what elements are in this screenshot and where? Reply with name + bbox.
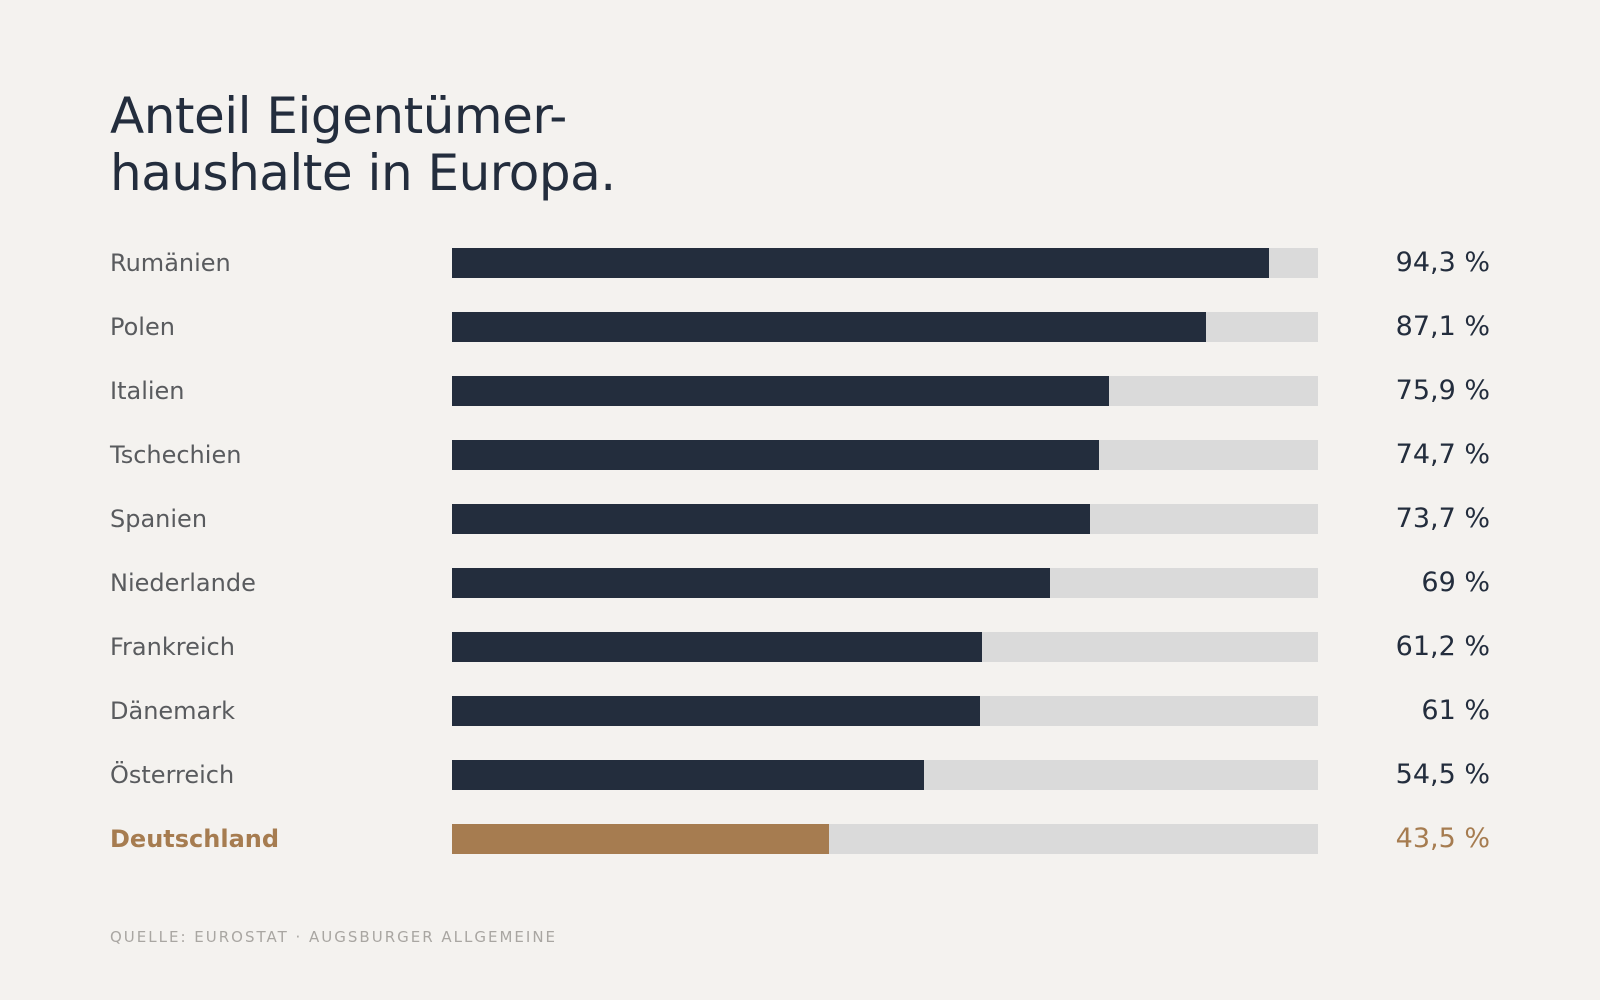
- bar-track: [452, 824, 1318, 854]
- bar-category-label: Tschechien: [110, 441, 242, 469]
- bar-row: Frankreich 61,2 %: [0, 632, 1600, 662]
- bar: [452, 760, 924, 790]
- bar-value-label: 54,5 %: [1395, 759, 1490, 790]
- bar-track: [452, 312, 1318, 342]
- bar: [452, 376, 1109, 406]
- bar-category-label: Dänemark: [110, 697, 236, 725]
- bar-track: [452, 760, 1318, 790]
- bar-category-label: Rumänien: [110, 249, 231, 277]
- bar-row: Polen 87,1 %: [0, 312, 1600, 342]
- bar-track: [452, 632, 1318, 662]
- bar-value-label: 69 %: [1421, 567, 1490, 598]
- bar-value-label: 43,5 %: [1395, 823, 1490, 854]
- chart-title-line-2: haushalte in Europa.: [110, 144, 616, 202]
- bar-track: [452, 248, 1318, 278]
- bar-row: Niederlande 69 %: [0, 568, 1600, 598]
- bar: [452, 504, 1090, 534]
- bar-row: Dänemark 61 %: [0, 696, 1600, 726]
- bar-category-label: Spanien: [110, 505, 208, 533]
- bar-value-label: 61,2 %: [1395, 631, 1490, 662]
- bar-category-label: Deutschland: [110, 825, 280, 853]
- bar: [452, 824, 829, 854]
- bar-category-label: Polen: [110, 313, 175, 341]
- bar-track: [452, 376, 1318, 406]
- source-note: QUELLE: EUROSTAT · AUGSBURGER ALLGEMEINE: [110, 928, 558, 946]
- bar-row: Italien 75,9 %: [0, 376, 1600, 406]
- bar: [452, 632, 982, 662]
- bar: [452, 248, 1269, 278]
- bar-category-label: Frankreich: [110, 633, 235, 661]
- bar-value-label: 73,7 %: [1395, 503, 1490, 534]
- bar-category-label: Österreich: [110, 761, 235, 789]
- bar-row: Tschechien 74,7 %: [0, 440, 1600, 470]
- bar-track: [452, 568, 1318, 598]
- bar: [452, 440, 1099, 470]
- bar-category-label: Italien: [110, 377, 185, 405]
- bar-track: [452, 504, 1318, 534]
- bar-row: Deutschland 43,5 %: [0, 824, 1600, 854]
- bar-row: Rumänien 94,3 %: [0, 248, 1600, 278]
- chart-title: Anteil Eigentümer- haushalte in Europa.: [110, 88, 616, 202]
- bar-track: [452, 696, 1318, 726]
- bar-row: Österreich 54,5 %: [0, 760, 1600, 790]
- bar-value-label: 75,9 %: [1395, 375, 1490, 406]
- chart-title-line-1: Anteil Eigentümer-: [110, 87, 567, 145]
- bar: [452, 312, 1206, 342]
- bar-track: [452, 440, 1318, 470]
- bar: [452, 568, 1050, 598]
- bar-category-label: Niederlande: [110, 569, 256, 597]
- bar: [452, 696, 980, 726]
- bar-value-label: 74,7 %: [1395, 439, 1490, 470]
- bar-value-label: 87,1 %: [1395, 311, 1490, 342]
- bar-row: Spanien 73,7 %: [0, 504, 1600, 534]
- bar-value-label: 61 %: [1421, 695, 1490, 726]
- bar-value-label: 94,3 %: [1395, 247, 1490, 278]
